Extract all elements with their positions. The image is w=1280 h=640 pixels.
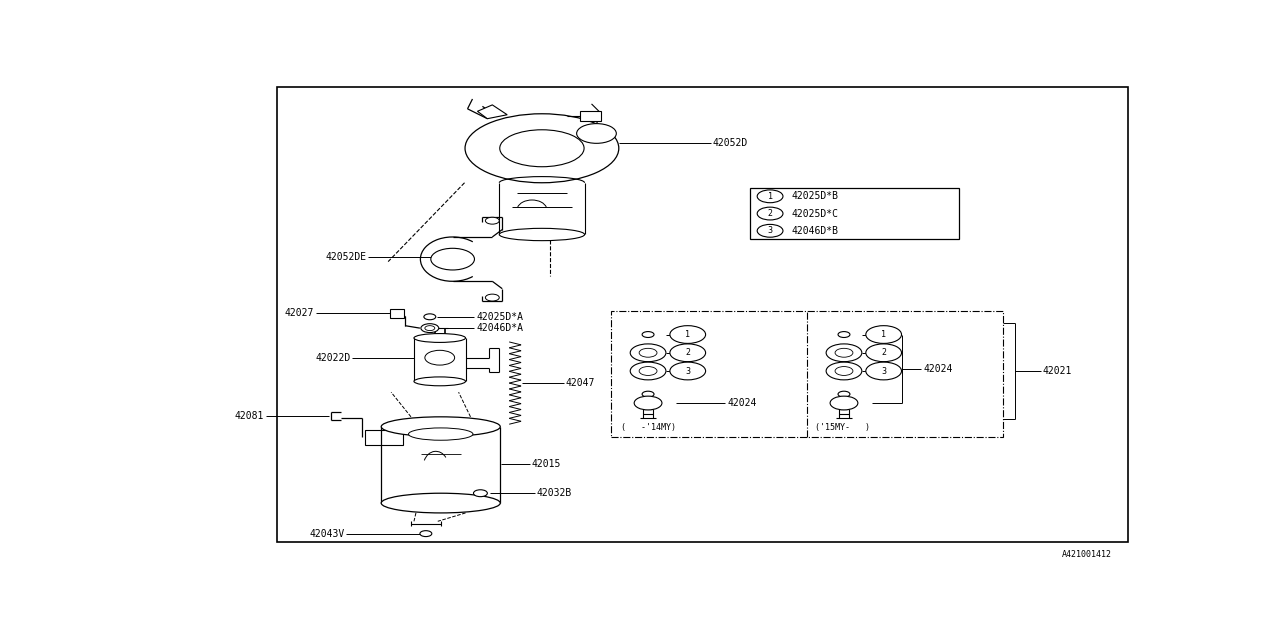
Ellipse shape — [499, 130, 584, 167]
Text: 42081: 42081 — [234, 412, 264, 421]
Text: 42025D*B: 42025D*B — [792, 191, 838, 202]
Circle shape — [420, 531, 431, 536]
Circle shape — [669, 362, 705, 380]
Ellipse shape — [465, 114, 618, 183]
Circle shape — [485, 294, 499, 301]
Circle shape — [865, 362, 901, 380]
Text: 1: 1 — [768, 192, 773, 201]
Text: 42024: 42024 — [923, 364, 952, 374]
Polygon shape — [477, 105, 507, 118]
Text: 42046D*A: 42046D*A — [476, 323, 524, 333]
Text: 42022D: 42022D — [315, 353, 351, 363]
Text: 1: 1 — [685, 330, 690, 339]
Text: 3: 3 — [881, 367, 886, 376]
Text: 42032B: 42032B — [538, 488, 572, 498]
Text: (   -'14MY): ( -'14MY) — [621, 423, 676, 432]
Circle shape — [758, 190, 783, 203]
Ellipse shape — [408, 428, 474, 440]
Text: 42025D*C: 42025D*C — [792, 209, 838, 218]
Text: 42052D: 42052D — [713, 138, 748, 148]
Circle shape — [639, 348, 657, 357]
Circle shape — [865, 344, 901, 362]
Bar — [750, 188, 959, 239]
Text: 3: 3 — [685, 367, 690, 376]
Circle shape — [425, 350, 454, 365]
Text: ('15MY-   ): ('15MY- ) — [815, 423, 870, 432]
Circle shape — [630, 344, 666, 362]
Circle shape — [758, 225, 783, 237]
Text: 42021: 42021 — [1043, 366, 1073, 376]
Circle shape — [639, 367, 657, 376]
Circle shape — [643, 391, 654, 397]
Text: 42047: 42047 — [566, 378, 595, 388]
Ellipse shape — [413, 333, 466, 342]
Circle shape — [669, 344, 705, 362]
Text: 42015: 42015 — [532, 459, 562, 468]
Circle shape — [835, 367, 852, 376]
Circle shape — [421, 324, 439, 333]
Circle shape — [630, 362, 666, 380]
Circle shape — [831, 396, 858, 410]
Circle shape — [474, 490, 488, 497]
Ellipse shape — [413, 377, 466, 386]
Circle shape — [835, 348, 852, 357]
Text: 42046D*B: 42046D*B — [792, 226, 838, 236]
Text: 2: 2 — [768, 209, 773, 218]
Bar — [390, 309, 404, 318]
Circle shape — [838, 332, 850, 337]
Circle shape — [826, 362, 861, 380]
Circle shape — [576, 124, 617, 143]
Text: 2: 2 — [881, 348, 886, 357]
Text: 42052DE: 42052DE — [325, 252, 366, 262]
Bar — [580, 111, 602, 121]
Ellipse shape — [499, 228, 585, 241]
Ellipse shape — [381, 417, 500, 436]
Circle shape — [485, 217, 499, 224]
Text: 42043V: 42043V — [310, 529, 344, 539]
Ellipse shape — [381, 493, 500, 513]
Circle shape — [431, 248, 475, 270]
Circle shape — [669, 326, 705, 344]
Circle shape — [826, 344, 861, 362]
Text: 3: 3 — [768, 227, 773, 236]
Circle shape — [838, 391, 850, 397]
Text: 2: 2 — [685, 348, 690, 357]
Circle shape — [865, 326, 901, 344]
Circle shape — [643, 332, 654, 337]
Text: 42024: 42024 — [727, 398, 756, 408]
Text: 42025D*A: 42025D*A — [476, 312, 524, 322]
Bar — [612, 311, 1004, 436]
Text: 1: 1 — [881, 330, 886, 339]
Bar — [365, 430, 403, 445]
Circle shape — [425, 326, 435, 331]
Text: A421001412: A421001412 — [1062, 550, 1112, 559]
Circle shape — [634, 396, 662, 410]
Circle shape — [424, 314, 435, 320]
Text: 42027: 42027 — [284, 308, 314, 318]
Circle shape — [758, 207, 783, 220]
Bar — [276, 86, 1128, 543]
